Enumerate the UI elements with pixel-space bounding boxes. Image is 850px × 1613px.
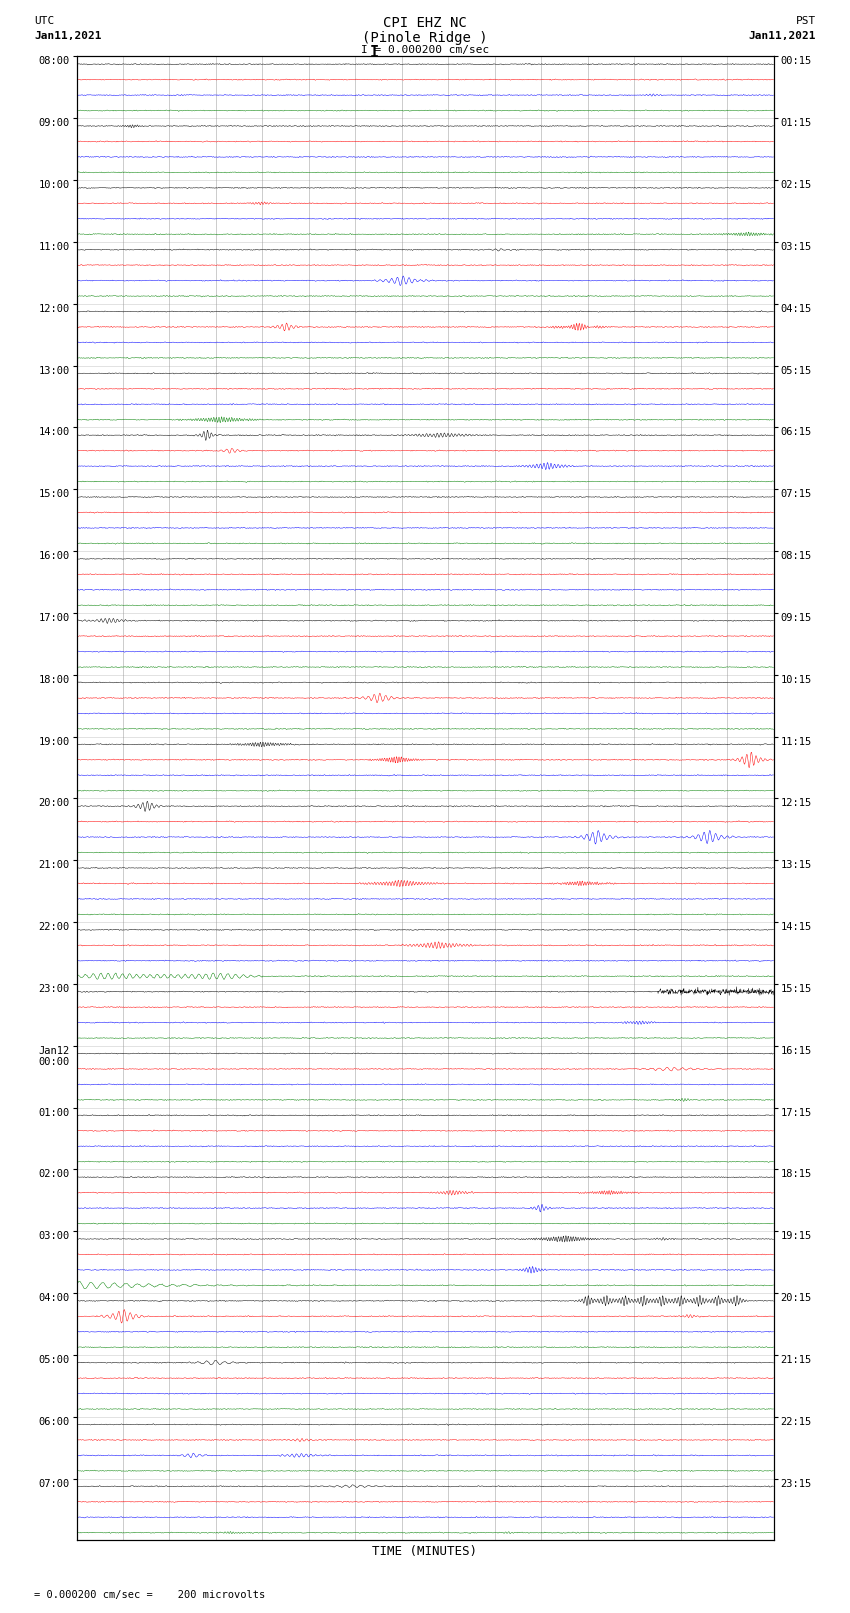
Text: UTC: UTC (34, 16, 54, 26)
Text: PST: PST (796, 16, 816, 26)
Text: Jan11,2021: Jan11,2021 (749, 31, 816, 40)
Text: Jan11,2021: Jan11,2021 (34, 31, 101, 40)
X-axis label: TIME (MINUTES): TIME (MINUTES) (372, 1545, 478, 1558)
Text: = 0.000200 cm/sec =    200 microvolts: = 0.000200 cm/sec = 200 microvolts (34, 1590, 265, 1600)
Text: I = 0.000200 cm/sec: I = 0.000200 cm/sec (361, 45, 489, 55)
Text: CPI EHZ NC: CPI EHZ NC (383, 16, 467, 31)
Text: (Pinole Ridge ): (Pinole Ridge ) (362, 31, 488, 45)
Text: I: I (370, 45, 378, 60)
